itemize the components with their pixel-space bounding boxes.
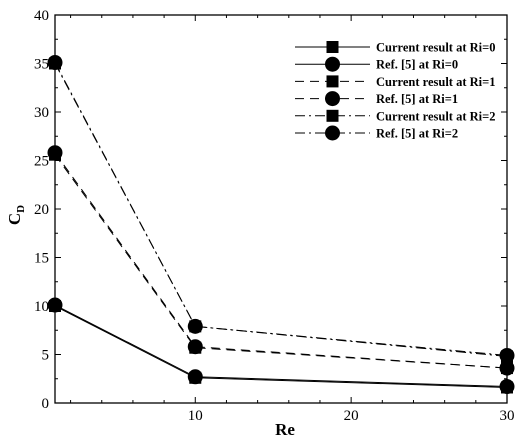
y-axis-title-subscript: D [15, 205, 27, 213]
legend-marker-square [326, 41, 339, 53]
y-tick-label: 20 [34, 202, 49, 218]
y-tick-label: 40 [34, 8, 49, 24]
data-point-circle [47, 55, 63, 71]
legend-entry-0: Current result at Ri=0 [295, 41, 496, 55]
data-point-circle [187, 318, 203, 334]
data-point-circle [499, 347, 515, 363]
legend-marker-square [326, 75, 339, 88]
data-point-circle [47, 145, 63, 161]
data-point-circle [47, 297, 63, 313]
data-point-circle [499, 360, 515, 376]
series-line [54, 154, 508, 369]
series-line [54, 304, 508, 388]
legend-label: Ref. [5] at Ri=1 [376, 92, 458, 106]
y-tick-label: 25 [34, 154, 49, 170]
legend-entry-1: Ref. [5] at Ri=0 [295, 56, 458, 72]
series-1 [47, 297, 515, 395]
data-point-circle [187, 369, 203, 385]
plot-frame [54, 14, 508, 404]
plot-area-border [54, 14, 508, 404]
series-line [54, 152, 508, 369]
data-point-circle [499, 379, 515, 395]
x-tick-label: 10 [188, 408, 203, 424]
y-tick-label: 30 [34, 105, 49, 121]
y-axis-title: CD [5, 205, 27, 225]
axis-ticks: 0 5 10 15 20 25 30 35 40 10 20 30 [34, 8, 515, 424]
series-line [54, 63, 508, 357]
x-axis-title: Re [275, 420, 295, 439]
y-tick-label: 15 [34, 251, 49, 267]
y-tick-label: 5 [42, 348, 50, 364]
legend-label: Current result at Ri=1 [376, 75, 496, 89]
legend-entry-4: Current result at Ri=2 [295, 109, 496, 123]
legend-marker-circle [325, 91, 340, 107]
legend-entry-3: Ref. [5] at Ri=1 [295, 91, 458, 107]
legend-label: Current result at Ri=0 [376, 41, 496, 55]
series-layer [47, 55, 515, 395]
series-5 [47, 55, 515, 363]
legend-marker-circle [325, 125, 340, 141]
x-tick-label: 20 [344, 408, 359, 424]
legend-label: Ref. [5] at Ri=2 [376, 127, 458, 141]
legend-marker-circle [325, 56, 340, 72]
y-axis-title-main: C [5, 213, 24, 225]
legend-entry-5: Ref. [5] at Ri=2 [295, 125, 458, 141]
series-3 [47, 145, 515, 376]
x-tick-label: 30 [500, 408, 515, 424]
legend-marker-square [326, 109, 339, 122]
legend-label: Current result at Ri=2 [376, 109, 496, 123]
legend: Current result at Ri=0 Ref. [5] at Ri=0 Cu… [295, 41, 496, 141]
y-tick-label: 35 [34, 57, 49, 73]
y-tick-label: 10 [34, 299, 49, 315]
series-line [54, 305, 508, 388]
legend-entry-2: Current result at Ri=1 [295, 75, 496, 89]
series-line [54, 62, 508, 356]
legend-label: Ref. [5] at Ri=0 [376, 58, 458, 72]
y-tick-label: 0 [42, 396, 50, 412]
data-point-circle [187, 339, 203, 355]
